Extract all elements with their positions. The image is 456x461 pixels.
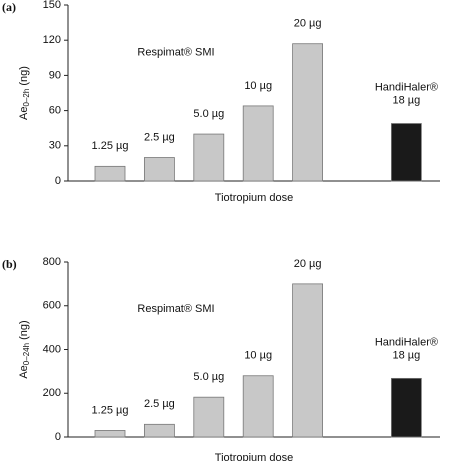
bar — [94, 430, 126, 438]
bar-label: 5.0 µg — [193, 371, 224, 383]
y-tick-label: 200 — [43, 387, 61, 399]
bar — [242, 375, 274, 438]
y-tick-label: 120 — [43, 34, 61, 46]
bar — [193, 133, 225, 182]
annotation: Respimat® SMI — [137, 46, 214, 58]
bar-label: 2.5 µg — [144, 131, 175, 143]
bar — [390, 123, 422, 182]
annotation: Respimat® SMI — [137, 303, 214, 315]
bar-label: 2.5 µg — [144, 398, 175, 410]
bar — [143, 157, 175, 182]
bar-label: HandiHaler® 18 µg — [375, 81, 438, 106]
bar — [193, 396, 225, 438]
y-axis-label: Ae0–24h (ng) — [18, 320, 31, 378]
bar-label: HandiHaler® 18 µg — [375, 336, 438, 361]
bar-label: 20 µg — [294, 18, 322, 30]
bar-label: 10 µg — [244, 350, 272, 362]
y-tick-label: 0 — [55, 175, 61, 187]
y-tick-label: 90 — [49, 69, 61, 81]
bar-label: 10 µg — [244, 80, 272, 92]
y-axis-label: Ae0–2h (ng) — [18, 66, 31, 120]
bar-label: 20 µg — [294, 258, 322, 270]
bar — [292, 283, 324, 438]
panel-label: (a) — [2, 0, 16, 14]
bar — [242, 105, 274, 182]
panel-label: (b) — [2, 257, 17, 271]
bar — [390, 377, 422, 438]
bar-label: 1.25 µg — [92, 140, 129, 152]
bar — [94, 165, 126, 182]
x-axis-label: Tiotropium dose — [215, 192, 293, 204]
y-tick-label: 30 — [49, 140, 61, 152]
bar-label: 5.0 µg — [193, 108, 224, 120]
y-tick-label: 150 — [43, 0, 61, 11]
y-tick-label: 400 — [43, 343, 61, 355]
bar — [143, 423, 175, 438]
bar-label: 1.25 µg — [92, 404, 129, 416]
bar — [292, 43, 324, 182]
y-tick-label: 600 — [43, 300, 61, 312]
y-tick-label: 60 — [49, 105, 61, 117]
y-tick-label: 0 — [55, 431, 61, 443]
x-axis-label: Tiotropium dose — [215, 452, 293, 461]
y-tick-label: 800 — [43, 256, 61, 268]
